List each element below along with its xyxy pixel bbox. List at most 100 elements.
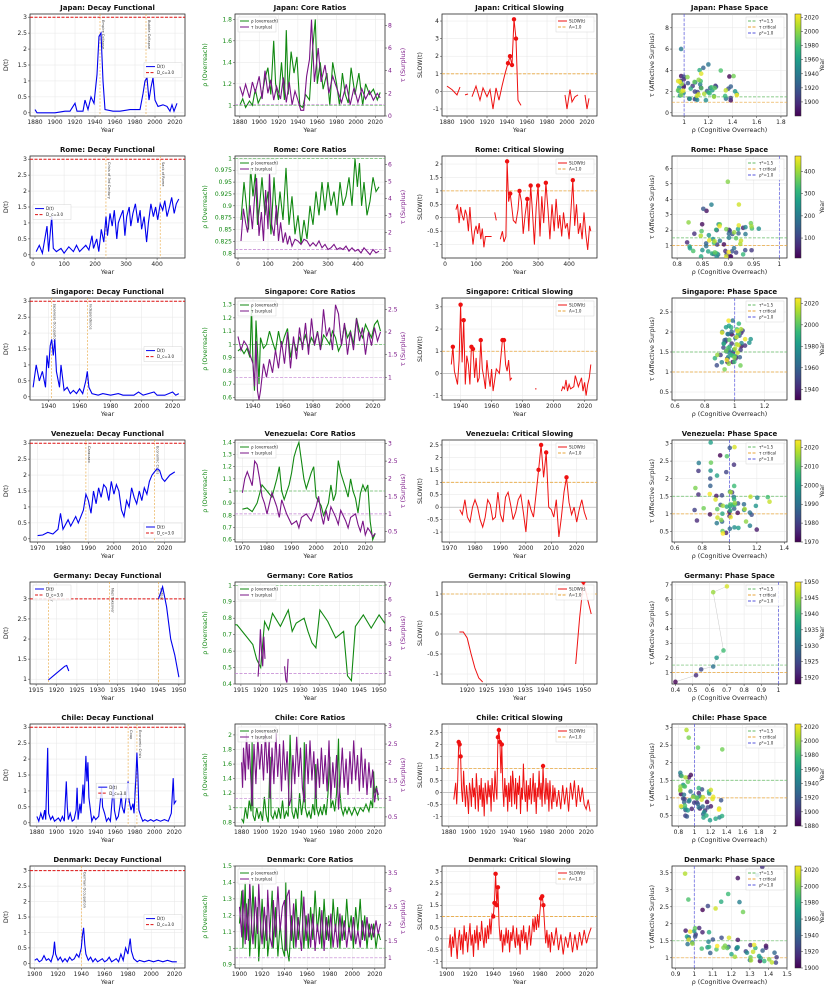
colorbar-label: Year: [819, 910, 826, 925]
tick-label-y: 1.6: [222, 761, 232, 768]
tick-label-y2: 1: [388, 374, 392, 381]
tick-label-x: 1945: [352, 687, 367, 694]
event-label: Economic Crisis: [156, 446, 160, 474]
tick-label-x: 1960: [520, 829, 535, 836]
phase-point: [772, 950, 777, 956]
phase-point: [737, 899, 742, 905]
tick-label-x: 2000: [309, 545, 324, 552]
tick-label-y2: 5: [388, 179, 392, 186]
legend-entry: τ critical: [759, 593, 776, 598]
phase-point: [724, 584, 730, 589]
tick-label-y: 2: [435, 53, 439, 60]
panel-title: Singapore: Decay Functional: [51, 288, 164, 296]
phase-point: [690, 794, 696, 800]
legend-entry: A=1.0: [569, 735, 582, 740]
legend-entry: D(t): [109, 785, 117, 790]
phase-point: [728, 489, 733, 495]
tick-label-y: 1.5: [659, 777, 669, 784]
tick-label-x: 1.2: [760, 403, 770, 410]
phase-point: [717, 453, 723, 458]
tick-label-y2: 3: [388, 887, 392, 894]
tick-label-x: 1960: [275, 403, 290, 410]
tick-label-x: 2000: [348, 119, 363, 126]
tick-label-x: 1900: [253, 829, 268, 836]
phase-point: [699, 85, 704, 91]
tick-label-x: 2000: [518, 545, 533, 552]
legend-entry: τ*=1.5: [759, 445, 774, 450]
phase-point: [706, 232, 712, 238]
phase-point: [749, 247, 754, 253]
tick-label-y: 6: [665, 46, 669, 53]
tick-label-x: 1920: [480, 829, 495, 836]
tick-label-x: 0.9: [756, 687, 766, 694]
slow-alarm-point: [457, 742, 462, 747]
phase-point: [731, 359, 737, 365]
tick-label-y: 2.5: [429, 880, 439, 887]
decay-series: [48, 584, 180, 681]
phase-point: [742, 247, 748, 253]
colorbar-tick-label: 1980: [804, 521, 819, 527]
tick-label-y: 1.5: [429, 902, 439, 909]
core-ratios-panel: 1880 1900 1920 1940 1960 1980 2000 2020 0.8 1 1.2 1…: [202, 714, 407, 844]
tick-label-y: 0.8: [222, 615, 232, 622]
phase-point: [754, 527, 760, 532]
tick-label-y: 1: [23, 788, 27, 795]
colorbar-tick-label: 1940: [804, 933, 819, 939]
slow-alarm-point: [541, 903, 546, 908]
tick-label-y: 1.4: [222, 776, 232, 783]
legend-entry: τ critical: [759, 309, 776, 314]
phase-point: [692, 925, 698, 931]
phase-point: [705, 249, 711, 254]
colorbar-tick-label: 200: [804, 214, 815, 220]
colorbar-tick-label: 1980: [804, 753, 819, 759]
tick-label-y: 1.2: [222, 81, 232, 88]
tick-label-x: 100: [58, 261, 70, 268]
tick-label-y: 1.5: [17, 62, 27, 69]
colorbar-tick-label: 1960: [804, 767, 819, 773]
legend: ρ (overreach)τ (surplus): [237, 726, 278, 743]
phase-point: [726, 337, 732, 343]
y-axis-label: τ (Surplus): [400, 474, 407, 508]
colorbar: 1900 1920 1940 1960 1980 2000 2020 Year: [794, 13, 826, 117]
phase-point: [706, 62, 711, 67]
phase-point: [680, 796, 686, 801]
phase-point: [732, 444, 737, 450]
tick-label-x: 1: [733, 403, 737, 410]
tick-label-x: 1950: [171, 687, 186, 694]
tick-label-y: 3: [665, 725, 669, 732]
panel-title: Chile: Core Ratios: [275, 714, 345, 722]
tick-label-y2: 0.5: [388, 528, 398, 535]
y-axis-label: τ (Surplus): [400, 900, 407, 934]
legend-entry: SLOW(t): [569, 587, 586, 592]
tick-label-x: 1930: [90, 687, 105, 694]
axes-border: [441, 297, 598, 401]
phase-point: [723, 348, 729, 354]
phase-point: [725, 331, 730, 337]
colorbar-tick-label: 2010: [804, 464, 819, 470]
tick-label-y: 1: [665, 795, 669, 802]
tick-label-y: 0.975: [215, 167, 232, 174]
slow-alarm-point: [513, 36, 519, 41]
phase-point: [714, 506, 720, 512]
tick-label-y: 2: [665, 921, 669, 928]
tick-label-y: 1: [228, 582, 232, 589]
colorbar-tick-label: 1900: [804, 966, 819, 972]
phase-point: [706, 238, 712, 243]
legend-entry: ρ (overreach): [251, 871, 278, 876]
tick-label-x: 1: [777, 261, 781, 268]
axes-border: [234, 155, 386, 259]
phase-point: [681, 74, 687, 79]
colorbar-label: Year: [819, 768, 826, 783]
slow-alarm-point: [458, 754, 463, 759]
y-axis-label: SLOW(t): [417, 620, 424, 646]
phase-point: [738, 238, 744, 244]
x-axis-label: Year: [302, 411, 317, 418]
panel-title: Denmark: Critical Slowing: [468, 856, 570, 864]
phase-point: [682, 803, 688, 808]
phase-point: [747, 510, 753, 515]
tick-label-x: 1960: [519, 119, 534, 126]
core-ratios-panel: 1915 1920 1925 1930 1935 1940 1945 1950 0.4 0.5 0.…: [202, 572, 407, 702]
phase-point: [735, 328, 740, 334]
tick-label-x: 1980: [467, 545, 482, 552]
